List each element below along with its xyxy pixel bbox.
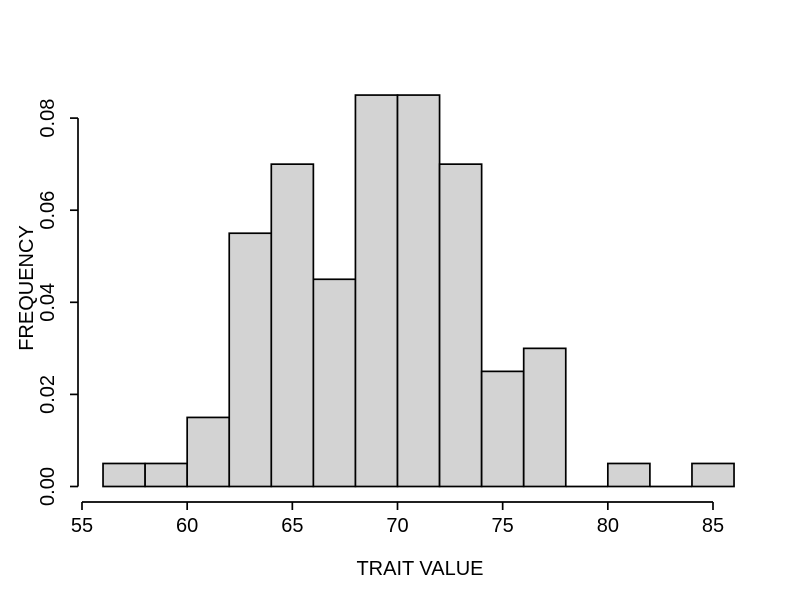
histogram-bar <box>144 462 189 488</box>
x-axis-tick-label: 55 <box>71 515 93 537</box>
y-axis-title: FREQUENCY <box>16 225 38 351</box>
x-axis-tick-label: 75 <box>492 515 514 537</box>
x-axis-tick-label: 80 <box>597 515 619 537</box>
x-axis-title: TRAIT VALUE <box>356 558 483 580</box>
y-axis-tick-label: 0.06 <box>37 191 59 230</box>
y-axis-tick-label: 0.02 <box>37 375 59 414</box>
histogram-bar <box>312 278 357 488</box>
histogram-bar <box>396 94 441 488</box>
histogram-bar <box>186 416 231 488</box>
histogram-bar <box>606 462 651 488</box>
histogram-bar <box>354 94 399 488</box>
histogram-bar <box>228 232 273 488</box>
y-axis: 0.00 0.02 0.04 0.06 0.08 <box>37 99 79 506</box>
histogram-bar <box>522 347 567 488</box>
histogram-bar <box>438 163 483 488</box>
histogram-bar <box>480 370 525 488</box>
x-axis-tick-label: 85 <box>702 515 724 537</box>
histogram-bar <box>102 462 146 488</box>
y-axis-tick-label: 0.08 <box>37 99 59 138</box>
y-axis-tick-label: 0.04 <box>37 283 59 322</box>
histogram-bar <box>270 163 315 488</box>
histogram-bar <box>691 462 735 488</box>
x-axis-tick-label: 65 <box>281 515 303 537</box>
x-axis-tick-label: 70 <box>386 515 408 537</box>
y-axis-tick-label: 0.00 <box>37 467 59 506</box>
x-axis: 55 60 65 70 75 80 85 <box>71 501 724 537</box>
histogram-bars <box>102 94 735 488</box>
x-axis-tick-label: 60 <box>176 515 198 537</box>
